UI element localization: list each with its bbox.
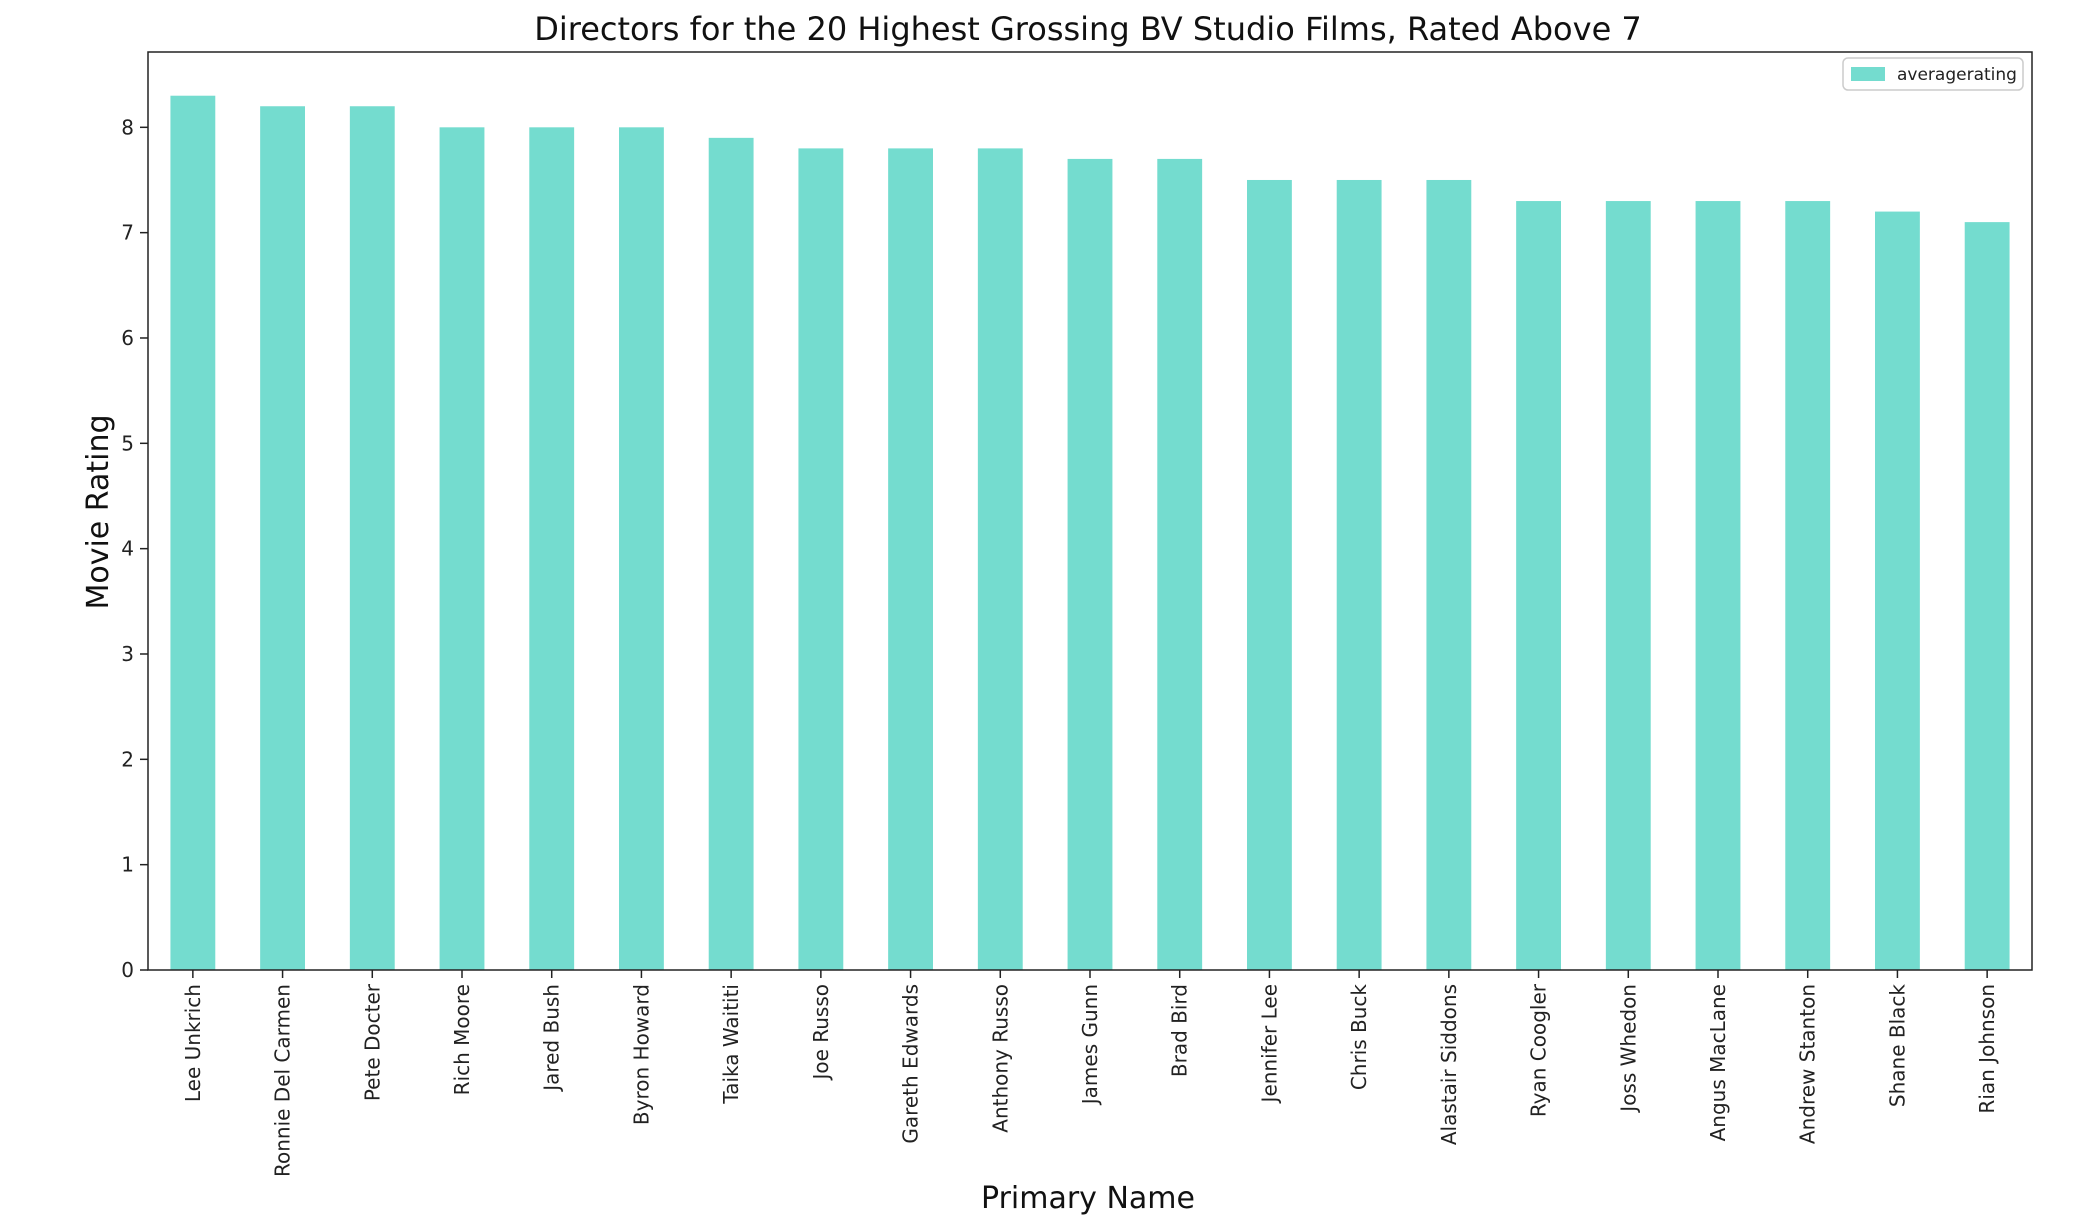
x-tick-label: Byron Howard	[629, 984, 653, 1125]
bar-18	[1695, 201, 1741, 970]
legend: averagerating	[1842, 57, 2024, 91]
bar-17	[1605, 201, 1651, 970]
y-axis-label: Movie Rating	[81, 414, 116, 609]
bar-2	[260, 106, 305, 970]
x-tick-label: Joss Whedon	[1616, 984, 1640, 1114]
x-axis-ticks: Lee Unkrich Ronnie Del Carmen Pete Docter R…	[181, 970, 1999, 1177]
y-tick-label: 3	[121, 642, 134, 666]
x-tick-label: Andrew Stanton	[1796, 984, 1820, 1144]
x-tick-label: Rich Moore	[450, 984, 474, 1095]
bar-7	[708, 137, 754, 971]
bar-15	[1426, 179, 1472, 970]
bar-21	[1964, 222, 2010, 970]
bar-19	[1785, 201, 1831, 970]
bar-10	[977, 148, 1023, 971]
bar-14	[1336, 179, 1382, 970]
x-tick-label: Ronnie Del Carmen	[271, 984, 295, 1177]
y-tick-label: 0	[121, 958, 134, 982]
x-tick-label: Gareth Edwards	[899, 984, 923, 1144]
x-tick-label: Jared Bush	[540, 984, 564, 1093]
y-tick-label: 4	[121, 537, 134, 561]
y-tick-label: 5	[121, 431, 134, 455]
x-tick-label: Taika Waititi	[719, 984, 743, 1105]
x-tick-label: Lee Unkrich	[181, 984, 205, 1102]
x-tick-label: Chris Buck	[1347, 984, 1371, 1091]
x-tick-label: Shane Black	[1885, 984, 1909, 1107]
x-tick-label: Alastair Siddons	[1437, 984, 1461, 1145]
bar-3	[349, 106, 395, 970]
plot-frame	[147, 51, 2033, 971]
bar-5	[529, 127, 575, 971]
bars-group	[170, 95, 2010, 971]
bar-1	[170, 95, 216, 970]
bar-4	[439, 127, 485, 971]
bar-6	[619, 127, 664, 971]
chart-title: Directors for the 20 Highest Grossing BV…	[534, 10, 1642, 48]
bar-20	[1875, 211, 1920, 970]
x-tick-label: Angus MacLane	[1706, 984, 1730, 1141]
y-tick-label: 2	[121, 747, 134, 771]
x-tick-label: Jennifer Lee	[1257, 984, 1281, 1104]
legend-label: averagerating	[1897, 65, 2017, 85]
y-tick-label: 8	[121, 115, 134, 139]
y-tick-label: 6	[121, 326, 134, 350]
bar-13	[1247, 179, 1292, 970]
legend-swatch	[1851, 67, 1885, 81]
bar-12	[1157, 158, 1203, 971]
x-tick-label: Ryan Coogler	[1527, 983, 1551, 1117]
x-tick-label: Rian Johnson	[1975, 984, 1999, 1114]
bar-11	[1067, 158, 1113, 971]
bar-9	[888, 148, 933, 971]
bar-16	[1516, 201, 1561, 970]
bar-8	[798, 148, 844, 971]
x-tick-label: Pete Docter	[360, 983, 384, 1101]
x-tick-label: Joe Russo	[809, 984, 833, 1082]
y-tick-label: 7	[121, 221, 134, 245]
y-axis-ticks: 0 1 2 3 4 5 6 7 8	[121, 115, 148, 982]
legend-box	[1842, 57, 2024, 91]
x-axis-label: Primary Name	[981, 1181, 1195, 1216]
x-tick-label: James Gunn	[1078, 984, 1102, 1106]
x-tick-label: Anthony Russo	[988, 984, 1012, 1133]
x-tick-label: Brad Bird	[1168, 984, 1192, 1077]
y-tick-label: 1	[121, 853, 134, 877]
